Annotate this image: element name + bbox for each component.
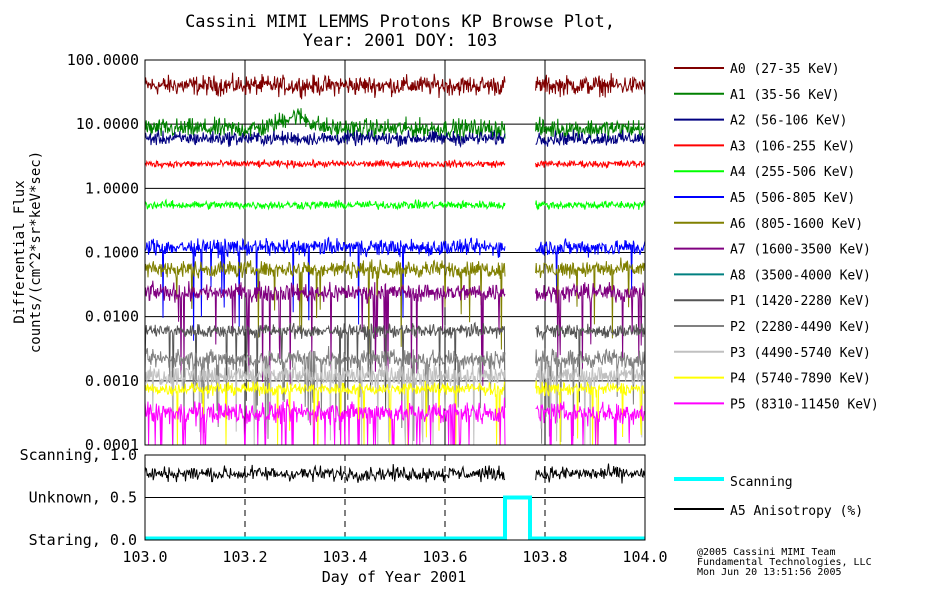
legend: A0 (27-35 KeV) A1 (35-56 KeV) A2 (56-106 K… [674, 62, 879, 412]
y-tick-label: 1.0000 [85, 179, 139, 197]
series-line-p5 [535, 401, 646, 445]
series-line-a4 [535, 200, 646, 211]
legend-label: A4 (255-506 KeV) [730, 165, 855, 180]
y-tick-label: 0.0010 [85, 372, 139, 390]
legend-label: P4 (5740-7890 KeV) [730, 372, 871, 387]
legend-label: A6 (805-1600 KeV) [730, 217, 863, 232]
lower-plot-frame [144, 454, 646, 541]
series-line-p1 [144, 321, 506, 424]
series-line-p2 [535, 348, 646, 444]
series-line-p4 [144, 380, 506, 445]
lower-series-group [144, 463, 645, 541]
y-tick-label: 0.0001 [85, 436, 139, 454]
series-line-p1 [535, 323, 646, 403]
legend-label: A5 (506-805 KeV) [730, 191, 855, 206]
anisotropy-line [144, 464, 506, 483]
series-line-a7 [144, 280, 506, 386]
y-axis-label-units: counts/(cm^2*sr*keV*sec) [28, 151, 44, 353]
legend-label-scanning: Scanning [730, 475, 793, 490]
y-axis-label: Differential Flux [12, 180, 28, 323]
y-tick-label: 0.0100 [85, 308, 139, 326]
x-tick-label: 104.0 [622, 548, 667, 566]
upper-plot-frame [144, 59, 646, 446]
legend-label: A3 (106-255 KeV) [730, 139, 855, 154]
series-line-a4 [144, 198, 506, 211]
series-line-a7 [535, 282, 646, 371]
chart-title: Cassini MIMI LEMMS Protons KP Browse Plo… [185, 12, 615, 32]
legend-label: A2 (56-106 KeV) [730, 114, 847, 129]
lower-y-tick-label: Staring, 0.0 [29, 531, 137, 549]
chart-subtitle: Year: 2001 DOY: 103 [303, 31, 497, 51]
upper-series-group [144, 72, 646, 446]
lower-y-tick-label: Scanning, 1.0 [20, 446, 137, 464]
y-tick-label: 100.0000 [67, 51, 139, 69]
legend-label: A0 (27-35 KeV) [730, 62, 840, 77]
series-line-a0 [535, 73, 646, 98]
series-line-p3 [144, 361, 506, 445]
series-line-p4 [535, 380, 646, 446]
lower-grid [145, 455, 645, 540]
y-tick-label: 0.1000 [85, 244, 139, 262]
x-tick-label: 103.6 [422, 548, 467, 566]
x-tick-labels: 103.0 103.2 103.4 103.6 103.8 104.0 [122, 548, 667, 566]
series-line-a5 [144, 236, 506, 341]
series-line-a3 [535, 159, 646, 170]
x-tick-label: 103.8 [522, 548, 567, 566]
legend-label: P3 (4490-5740 KeV) [730, 346, 871, 361]
x-tick-label: 103.4 [322, 548, 367, 566]
anisotropy-line [535, 463, 645, 484]
series-line-a3 [144, 158, 506, 170]
x-tick-label: 103.0 [122, 548, 167, 566]
y-tick-labels: 100.0000 10.0000 1.0000 0.1000 0.0100 0.0010 0… [67, 51, 139, 454]
legend-label: A7 (1600-3500 KeV) [730, 243, 871, 258]
scanning-line [145, 495, 645, 541]
credit-line-1: @2005 Cassini MIMI Team [697, 547, 835, 558]
series-line-a2 [144, 129, 506, 148]
legend-label: A1 (35-56 KeV) [730, 88, 840, 103]
legend-label-anisotropy: A5 Anisotropy (%) [730, 504, 863, 519]
legend-label: P5 (8310-11450 KeV) [730, 397, 879, 412]
series-line-a6 [535, 257, 645, 339]
y-tick-label: 10.0000 [76, 115, 139, 133]
legend-label: P1 (1420-2280 KeV) [730, 294, 871, 309]
legend-label: P2 (2280-4490 KeV) [730, 320, 871, 335]
credit-line-2: Fundamental Technologies, LLC [697, 557, 872, 568]
series-line-a2 [535, 129, 646, 147]
x-tick-label: 103.2 [222, 548, 267, 566]
lower-legend: Scanning A5 Anisotropy (%) [674, 475, 863, 519]
series-line-a1 [535, 116, 646, 141]
lower-y-tick-label: Unknown, 0.5 [29, 489, 137, 507]
series-line-p2 [144, 345, 506, 442]
series-line-a5 [535, 238, 646, 292]
legend-label: A8 (3500-4000 KeV) [730, 268, 871, 283]
series-line-a6 [144, 259, 506, 355]
lower-tick-labels: Scanning, 1.0 Unknown, 0.5 Staring, 0.0 [20, 446, 137, 549]
credit-line-3: Mon Jun 20 13:51:56 2005 [697, 567, 842, 578]
series-line-a0 [144, 72, 506, 100]
x-axis-label: Day of Year 2001 [322, 568, 467, 586]
